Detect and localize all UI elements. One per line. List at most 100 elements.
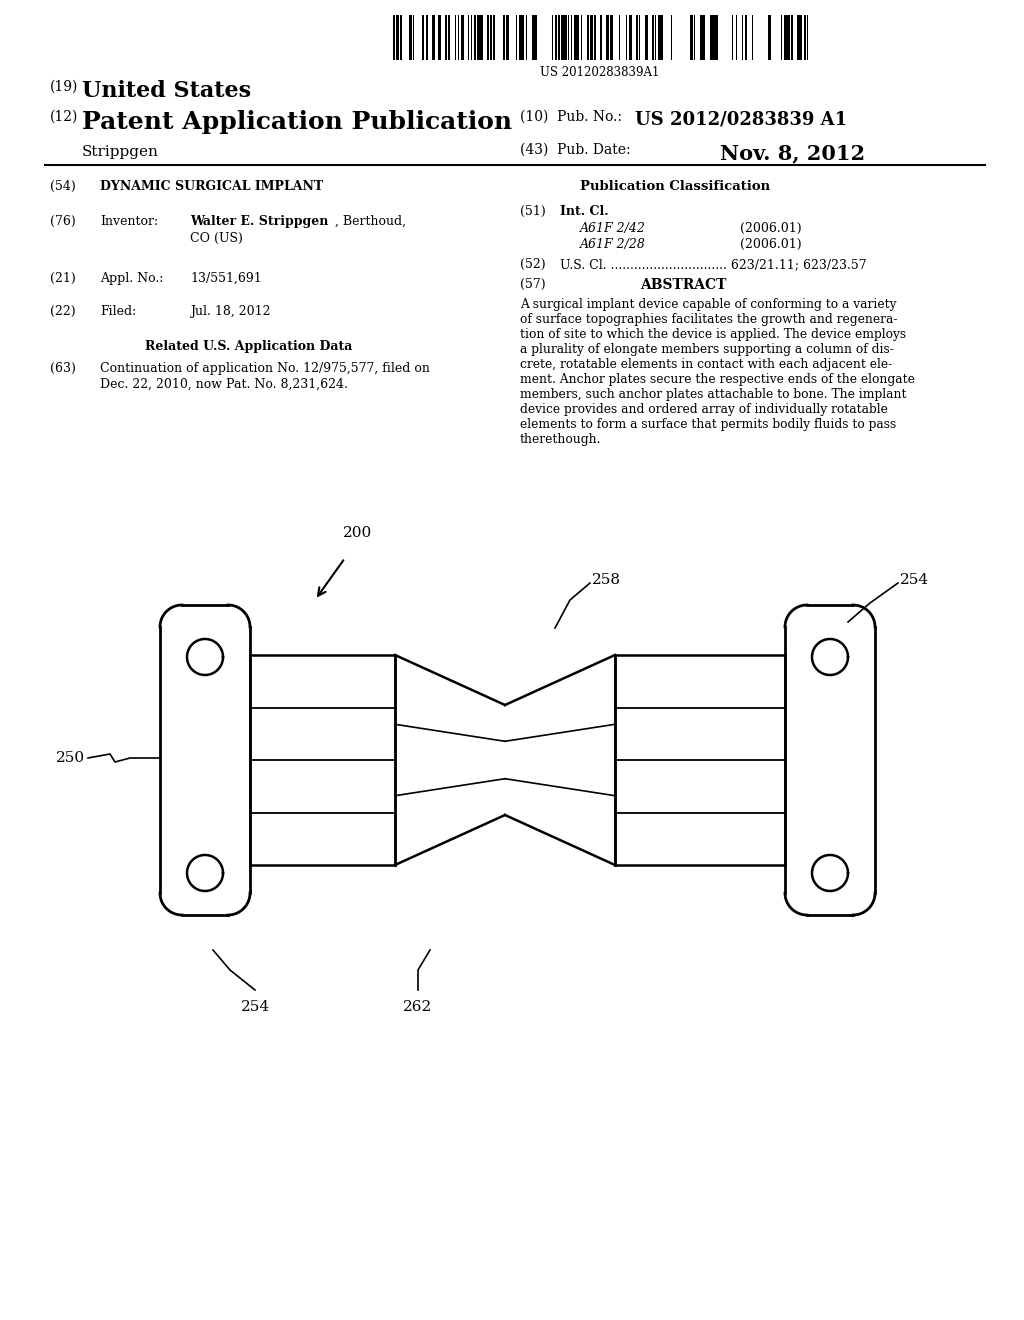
Text: (54): (54) bbox=[50, 180, 76, 193]
Bar bbox=[444, 15, 447, 59]
Text: US 2012/0283839 A1: US 2012/0283839 A1 bbox=[635, 110, 847, 128]
Text: (2006.01): (2006.01) bbox=[740, 238, 802, 251]
Text: CO (US): CO (US) bbox=[190, 232, 243, 246]
Text: Filed:: Filed: bbox=[100, 305, 136, 318]
Bar bbox=[801, 15, 802, 59]
Bar bbox=[636, 15, 638, 59]
Bar bbox=[804, 15, 806, 59]
Text: Related U.S. Application Data: Related U.S. Application Data bbox=[145, 341, 352, 352]
Text: (52): (52) bbox=[520, 257, 546, 271]
Text: Strippgen: Strippgen bbox=[82, 145, 159, 158]
Text: DYNAMIC SURGICAL IMPLANT: DYNAMIC SURGICAL IMPLANT bbox=[100, 180, 324, 193]
Bar bbox=[693, 15, 695, 59]
Text: ABSTRACT: ABSTRACT bbox=[640, 279, 726, 292]
Text: 250: 250 bbox=[56, 751, 85, 766]
Bar bbox=[474, 15, 475, 59]
Bar bbox=[455, 15, 457, 59]
Bar bbox=[555, 15, 557, 59]
Bar bbox=[787, 15, 790, 59]
Bar bbox=[426, 15, 428, 59]
Text: Dec. 22, 2010, now Pat. No. 8,231,624.: Dec. 22, 2010, now Pat. No. 8,231,624. bbox=[100, 378, 348, 391]
Bar bbox=[422, 15, 424, 59]
Bar bbox=[506, 15, 509, 59]
Text: Jul. 18, 2012: Jul. 18, 2012 bbox=[190, 305, 270, 318]
Bar bbox=[490, 15, 493, 59]
Text: (57): (57) bbox=[520, 279, 546, 290]
Text: members, such anchor plates attachable to bone. The implant: members, such anchor plates attachable t… bbox=[520, 388, 906, 401]
Text: 200: 200 bbox=[343, 525, 373, 540]
Bar bbox=[807, 15, 808, 59]
Text: Nov. 8, 2012: Nov. 8, 2012 bbox=[720, 143, 865, 162]
Bar bbox=[655, 15, 656, 59]
Text: 13/551,691: 13/551,691 bbox=[190, 272, 262, 285]
Text: Int. Cl.: Int. Cl. bbox=[560, 205, 608, 218]
Text: (76): (76) bbox=[50, 215, 76, 228]
Text: elements to form a surface that permits bodily fluids to pass: elements to form a surface that permits … bbox=[520, 418, 896, 432]
Bar bbox=[477, 15, 479, 59]
Text: of surface topographies facilitates the growth and regenera-: of surface topographies facilitates the … bbox=[520, 313, 897, 326]
Text: (63): (63) bbox=[50, 362, 76, 375]
Bar bbox=[658, 15, 660, 59]
Bar bbox=[797, 15, 800, 59]
Text: (10)  Pub. No.:: (10) Pub. No.: bbox=[520, 110, 631, 124]
Text: (2006.01): (2006.01) bbox=[740, 222, 802, 235]
Bar bbox=[717, 15, 719, 59]
Bar bbox=[713, 15, 716, 59]
Bar bbox=[449, 15, 450, 59]
Bar bbox=[784, 15, 787, 59]
Bar bbox=[620, 15, 621, 59]
Bar bbox=[432, 15, 435, 59]
Bar bbox=[662, 15, 663, 59]
Bar bbox=[600, 15, 602, 59]
Text: Walter E. Strippgen: Walter E. Strippgen bbox=[190, 215, 329, 228]
Bar bbox=[768, 15, 771, 59]
Text: 258: 258 bbox=[592, 573, 621, 587]
Bar bbox=[480, 15, 483, 59]
Text: a plurality of elongate members supporting a column of dis-: a plurality of elongate members supporti… bbox=[520, 343, 894, 356]
Bar bbox=[626, 15, 627, 59]
Text: A surgical implant device capable of conforming to a variety: A surgical implant device capable of con… bbox=[520, 298, 896, 312]
Bar bbox=[413, 15, 415, 59]
Bar bbox=[571, 15, 572, 59]
Text: therethough.: therethough. bbox=[520, 433, 601, 446]
Bar bbox=[525, 15, 526, 59]
Bar bbox=[703, 15, 705, 59]
Bar bbox=[561, 15, 564, 59]
Text: (43)  Pub. Date:: (43) Pub. Date: bbox=[520, 143, 631, 157]
Bar bbox=[745, 15, 748, 59]
Text: Publication Classification: Publication Classification bbox=[580, 180, 770, 193]
Bar bbox=[519, 15, 522, 59]
Polygon shape bbox=[187, 639, 223, 675]
Bar bbox=[558, 15, 560, 59]
Text: 254: 254 bbox=[241, 1001, 269, 1014]
Bar bbox=[645, 15, 648, 59]
Bar bbox=[393, 15, 395, 59]
Bar bbox=[552, 15, 553, 59]
Bar bbox=[587, 15, 589, 59]
Text: A61F 2/28: A61F 2/28 bbox=[580, 238, 646, 251]
Bar bbox=[458, 15, 460, 59]
Bar bbox=[690, 15, 693, 59]
Bar bbox=[752, 15, 753, 59]
Bar bbox=[410, 15, 412, 59]
Text: (19): (19) bbox=[50, 81, 79, 94]
Bar bbox=[468, 15, 469, 59]
Bar bbox=[700, 15, 703, 59]
Bar bbox=[651, 15, 654, 59]
Text: (12): (12) bbox=[50, 110, 79, 124]
Text: ment. Anchor plates secure the respective ends of the elongate: ment. Anchor plates secure the respectiv… bbox=[520, 374, 914, 385]
Bar bbox=[516, 15, 517, 59]
Text: Patent Application Publication: Patent Application Publication bbox=[82, 110, 512, 135]
Text: device provides and ordered array of individually rotatable: device provides and ordered array of ind… bbox=[520, 403, 888, 416]
Bar bbox=[399, 15, 401, 59]
Text: U.S. Cl. .............................. 623/21.11; 623/23.57: U.S. Cl. .............................. … bbox=[560, 257, 866, 271]
Text: US 20120283839A1: US 20120283839A1 bbox=[541, 66, 659, 79]
Bar bbox=[710, 15, 713, 59]
Bar bbox=[791, 15, 794, 59]
Polygon shape bbox=[812, 855, 848, 891]
Bar bbox=[574, 15, 577, 59]
Bar bbox=[494, 15, 496, 59]
Text: (21): (21) bbox=[50, 272, 76, 285]
Bar bbox=[594, 15, 596, 59]
Text: 254: 254 bbox=[900, 573, 929, 587]
